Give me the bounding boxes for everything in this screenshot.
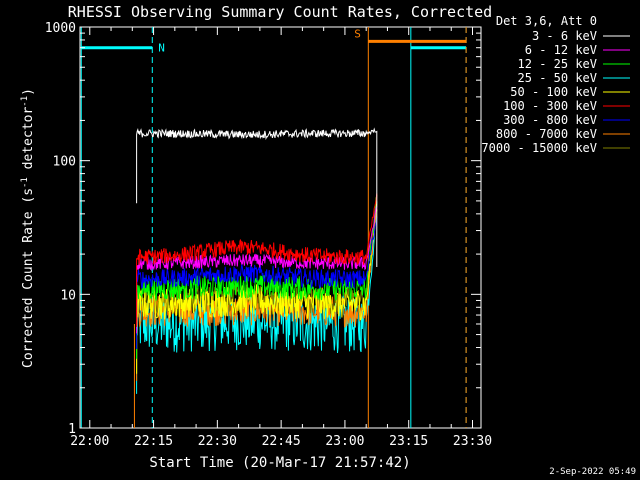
x-axis-label: Start Time (20-Mar-17 21:57:42) bbox=[149, 455, 410, 471]
x-tick-label: 23:15 bbox=[389, 434, 428, 449]
x-tick-label: 22:15 bbox=[134, 434, 173, 449]
legend-label: 100 - 300 keV bbox=[503, 99, 597, 113]
legend-label: 7000 - 15000 keV bbox=[481, 141, 597, 155]
y-tick-label: 100 bbox=[53, 155, 76, 170]
x-tick-label: 23:30 bbox=[453, 434, 492, 449]
legend-label: 800 - 7000 keV bbox=[496, 127, 597, 141]
y-tick-label: 10 bbox=[60, 288, 76, 303]
attenuator-markers: NS bbox=[80, 27, 467, 428]
x-tick-label: 23:00 bbox=[325, 434, 364, 449]
series-line bbox=[136, 127, 378, 267]
y-axis-label: Corrected Count Rate (s-1 detector-1) bbox=[20, 88, 36, 368]
x-axis: 22:00 22:15 22:30 22:45 23:00 23:15 23:30 bbox=[70, 27, 492, 449]
marker-label: S bbox=[354, 27, 361, 40]
legend-label: 3 - 6 keV bbox=[532, 29, 597, 43]
legend-label: 25 - 50 keV bbox=[518, 71, 597, 85]
x-tick-label: 22:30 bbox=[198, 434, 237, 449]
series-line bbox=[136, 201, 378, 394]
legend-label: 300 - 800 keV bbox=[503, 113, 597, 127]
marker-label: N bbox=[158, 42, 165, 55]
legend-label: 6 - 12 keV bbox=[525, 43, 597, 57]
series-group bbox=[136, 127, 378, 394]
y-axis: 1 10 100 1000 bbox=[45, 21, 481, 437]
legend-header: Det 3,6, Att 0 bbox=[496, 14, 597, 28]
footer-date: 2-Sep-2022 05:49 bbox=[549, 467, 636, 477]
y-tick-label: 1000 bbox=[45, 21, 76, 36]
y-tick-label: 1 bbox=[68, 422, 76, 437]
legend-label: 50 - 100 keV bbox=[510, 85, 597, 99]
chart-title: RHESSI Observing Summary Count Rates, Co… bbox=[68, 3, 492, 21]
series-line bbox=[136, 205, 378, 334]
series-line bbox=[136, 193, 378, 327]
series-line bbox=[136, 216, 378, 349]
x-tick-label: 22:45 bbox=[262, 434, 301, 449]
x-tick-label: 22:00 bbox=[70, 434, 109, 449]
legend-label: 12 - 25 keV bbox=[518, 57, 597, 71]
series-line bbox=[136, 203, 378, 374]
plot-frame bbox=[79, 26, 482, 429]
